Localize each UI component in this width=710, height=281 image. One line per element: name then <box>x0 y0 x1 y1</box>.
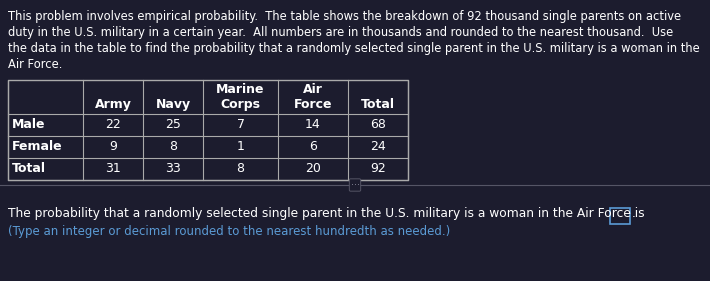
Text: 7: 7 <box>236 119 244 132</box>
Text: 92: 92 <box>370 162 386 176</box>
Text: 68: 68 <box>370 119 386 132</box>
Text: Force: Force <box>294 98 332 111</box>
Text: 25: 25 <box>165 119 181 132</box>
Bar <box>610 208 630 224</box>
Text: 8: 8 <box>169 140 177 153</box>
Text: 22: 22 <box>105 119 121 132</box>
Text: Total: Total <box>12 162 46 176</box>
Text: the data in the table to find the probability that a randomly selected single pa: the data in the table to find the probab… <box>8 42 700 55</box>
Text: duty in the U.S. military in a certain year.  All numbers are in thousands and r: duty in the U.S. military in a certain y… <box>8 26 673 39</box>
Text: 24: 24 <box>370 140 386 153</box>
Text: Male: Male <box>12 119 45 132</box>
Text: Air Force.: Air Force. <box>8 58 62 71</box>
Text: 14: 14 <box>305 119 321 132</box>
Text: (Type an integer or decimal rounded to the nearest hundredth as needed.): (Type an integer or decimal rounded to t… <box>8 225 450 238</box>
Text: Total: Total <box>361 98 395 111</box>
Text: 1: 1 <box>236 140 244 153</box>
Text: Marine: Marine <box>217 83 265 96</box>
Text: 20: 20 <box>305 162 321 176</box>
Text: 31: 31 <box>105 162 121 176</box>
Text: Corps: Corps <box>221 98 261 111</box>
Text: ···: ··· <box>351 180 359 190</box>
Text: Navy: Navy <box>155 98 190 111</box>
Text: 6: 6 <box>309 140 317 153</box>
Text: 9: 9 <box>109 140 117 153</box>
Text: The probability that a randomly selected single parent in the U.S. military is a: The probability that a randomly selected… <box>8 207 645 220</box>
Text: .: . <box>632 207 636 220</box>
Text: This problem involves empirical probability.  The table shows the breakdown of 9: This problem involves empirical probabil… <box>8 10 681 23</box>
Text: 33: 33 <box>165 162 181 176</box>
Text: Army: Army <box>94 98 131 111</box>
Text: 8: 8 <box>236 162 244 176</box>
Text: Air: Air <box>303 83 323 96</box>
Text: Female: Female <box>12 140 62 153</box>
